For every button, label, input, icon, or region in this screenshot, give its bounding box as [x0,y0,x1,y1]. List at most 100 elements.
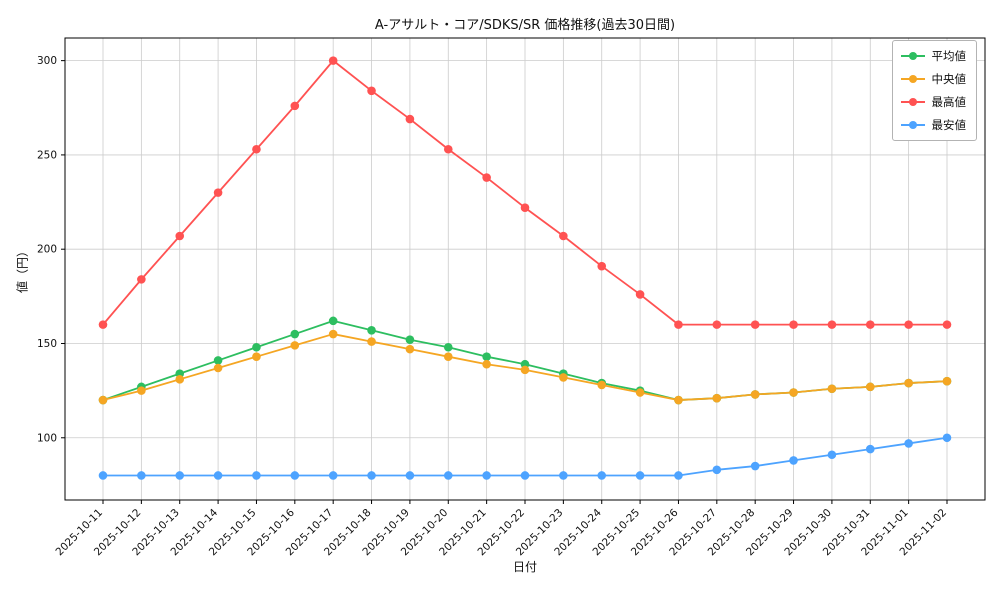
series-point-avg [405,335,415,345]
series-point-min [559,471,568,480]
y-tick-label: 200 [37,244,57,256]
series-point-median [405,344,415,354]
y-tick-label: 250 [37,149,57,161]
legend-item-max: 最高値 [900,94,967,110]
series-point-min [712,465,722,475]
series-point-max [367,86,376,96]
series-point-min [175,471,185,480]
legend-marker-avg [900,51,925,61]
series-point-min [750,461,760,471]
series-point-median [559,373,568,382]
plot-border [64,37,986,501]
series-point-min [827,450,837,460]
series-point-max [942,320,952,329]
series-point-median [213,363,223,373]
series-point-min [520,471,530,480]
series-point-median [750,390,760,399]
series-point-median [443,352,453,361]
series-point-max [98,320,108,329]
series-point-median [520,365,530,375]
series-point-max [482,173,491,182]
legend-item-min: 最安値 [900,117,967,133]
series-point-min [674,471,683,480]
series-point-min [367,471,376,480]
chart-title: A-アサルト・コア/SDKS/SR 価格推移(過去30日間) [374,18,676,33]
series-point-max [865,320,875,329]
series-point-max [712,320,722,329]
legend: 平均値中央値最高値最安値 [891,40,977,141]
series-point-max [252,144,261,154]
legend-marker-min [900,120,925,130]
series-point-min [942,433,952,443]
series-point-max [405,114,415,124]
series-point-median [367,337,376,346]
legend-item-median: 中央値 [900,71,967,87]
series-point-max [750,320,760,329]
series-point-min [98,471,108,480]
series-point-median [942,376,952,386]
series-point-max [904,320,913,329]
series-point-max [789,320,798,329]
series-point-min [137,471,146,480]
series-point-min [252,471,261,480]
series-point-max [328,56,338,65]
series-point-avg [213,356,223,365]
series-point-max [520,203,530,213]
series-point-avg [328,316,338,326]
series-point-min [443,471,453,480]
series-point-min [328,471,338,480]
series-point-median [252,352,261,361]
series-point-median [904,378,913,388]
series-point-min [405,471,415,480]
series-point-max [290,101,300,111]
series-point-max [443,144,453,154]
y-tick-label: 150 [37,338,57,350]
series-point-median [789,388,798,397]
series-point-avg [367,325,376,335]
series-point-min [789,456,798,465]
series-point-min [597,471,607,480]
series-point-median [865,382,875,392]
legend-item-avg: 平均値 [900,48,967,64]
y-tick-label: 100 [37,432,57,444]
series-point-min [213,471,223,480]
series-point-median [328,329,338,339]
y-tick-label: 300 [37,55,57,67]
series-point-max [827,320,837,329]
series-point-median [597,380,607,390]
series-point-avg [290,329,300,339]
series-point-min [290,471,300,480]
series-point-min [865,444,875,454]
series-point-max [674,320,683,329]
series-point-median [712,393,722,403]
series-point-min [635,471,645,480]
legend-label-min: 最安値 [931,118,967,132]
legend-label-avg: 平均値 [931,49,967,63]
series-point-median [175,375,185,384]
legend-marker-max [900,97,925,107]
series-point-avg [252,342,261,352]
series-point-max [137,275,146,284]
series-point-min [482,471,491,480]
legend-label-median: 中央値 [931,72,967,86]
series-point-median [482,359,491,369]
series-point-max [597,261,607,271]
legend-marker-median [900,74,925,84]
series-point-median [290,341,300,350]
series-point-median [137,386,146,395]
y-axis-label: 値（円） [15,244,30,294]
series-point-max [635,290,645,299]
series-point-min [904,439,913,448]
series-point-max [213,188,223,197]
series-point-median [827,384,837,394]
series-point-max [559,231,568,241]
series-point-avg [482,352,491,361]
series-point-median [674,395,683,405]
x-axis-label: 日付 [512,560,537,574]
series-point-median [98,395,108,405]
legend-label-max: 最高値 [931,95,967,109]
series-point-avg [443,342,453,352]
